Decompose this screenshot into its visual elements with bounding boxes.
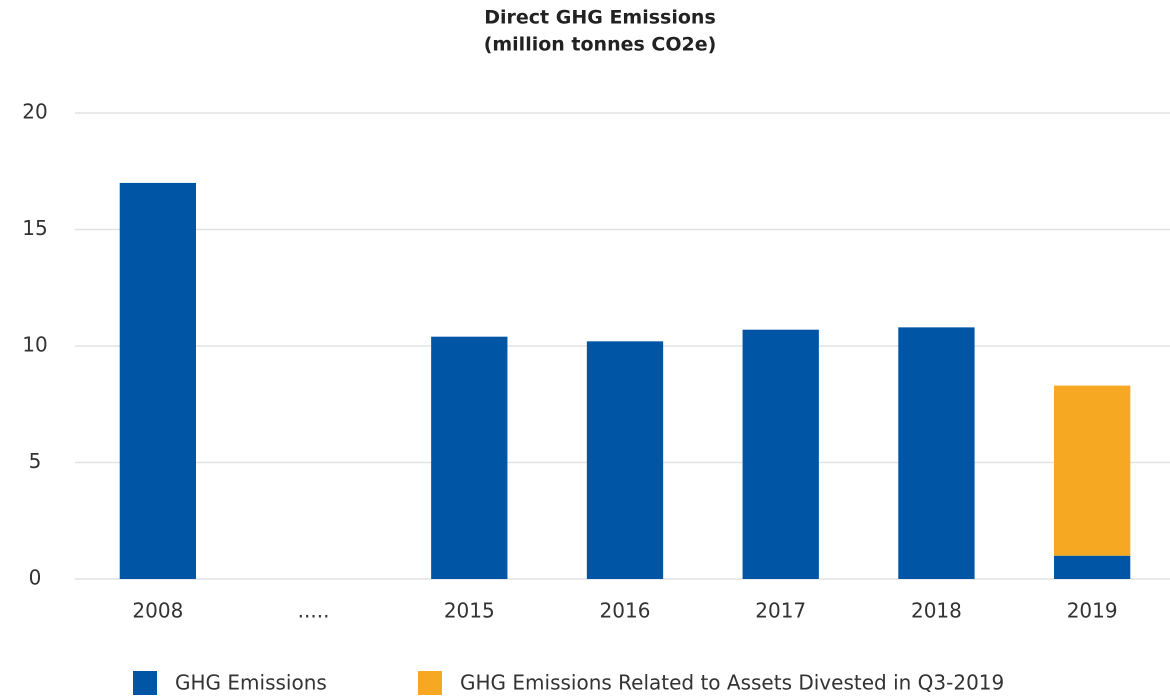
- chart-title: Direct GHG Emissions: [484, 7, 716, 29]
- bar: [431, 336, 508, 579]
- bar: [1053, 385, 1131, 556]
- x-tick-label: 2016: [600, 599, 651, 623]
- y-tick-label: 0: [29, 566, 42, 590]
- x-tick-label: 2018: [911, 599, 962, 623]
- y-tick-label: 10: [22, 333, 47, 357]
- bar: [586, 341, 664, 579]
- x-tick-label: 2017: [755, 599, 806, 623]
- x-tick-label: 2019: [1067, 599, 1118, 623]
- chart-subtitle: (million tonnes CO2e): [484, 34, 717, 56]
- legend-label: GHG Emissions: [175, 671, 327, 695]
- legend-swatch: [133, 671, 157, 695]
- x-tick-label: 2008: [132, 599, 183, 623]
- legend-label: GHG Emissions Related to Assets Divested…: [460, 671, 1004, 695]
- x-tick-label: .....: [298, 599, 330, 623]
- bar: [898, 327, 975, 579]
- bar: [742, 329, 819, 579]
- bar: [1053, 555, 1131, 579]
- y-tick-label: 5: [29, 449, 42, 473]
- y-tick-label: 15: [22, 216, 47, 240]
- legend-swatch: [418, 671, 442, 695]
- y-tick-label: 20: [22, 100, 47, 124]
- bar: [119, 182, 197, 579]
- x-tick-label: 2015: [444, 599, 495, 623]
